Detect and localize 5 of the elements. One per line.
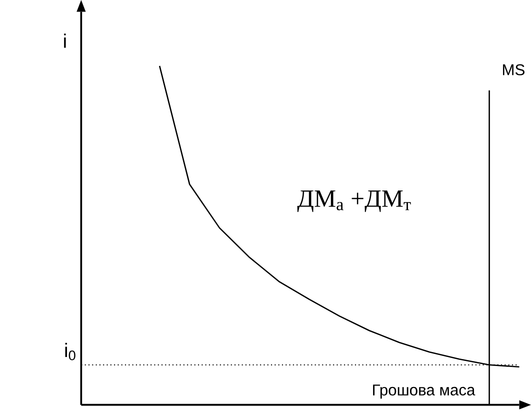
ref-line-label: i$_{0}$	[65, 343, 76, 360]
annotation: MS	[503, 64, 524, 76]
x-axis-title: Грошова маса	[373, 384, 476, 399]
text: ДМ$_{а}$ +ДМ$_{т}$	[297, 190, 411, 212]
y-axis-title: i	[64, 34, 66, 48]
